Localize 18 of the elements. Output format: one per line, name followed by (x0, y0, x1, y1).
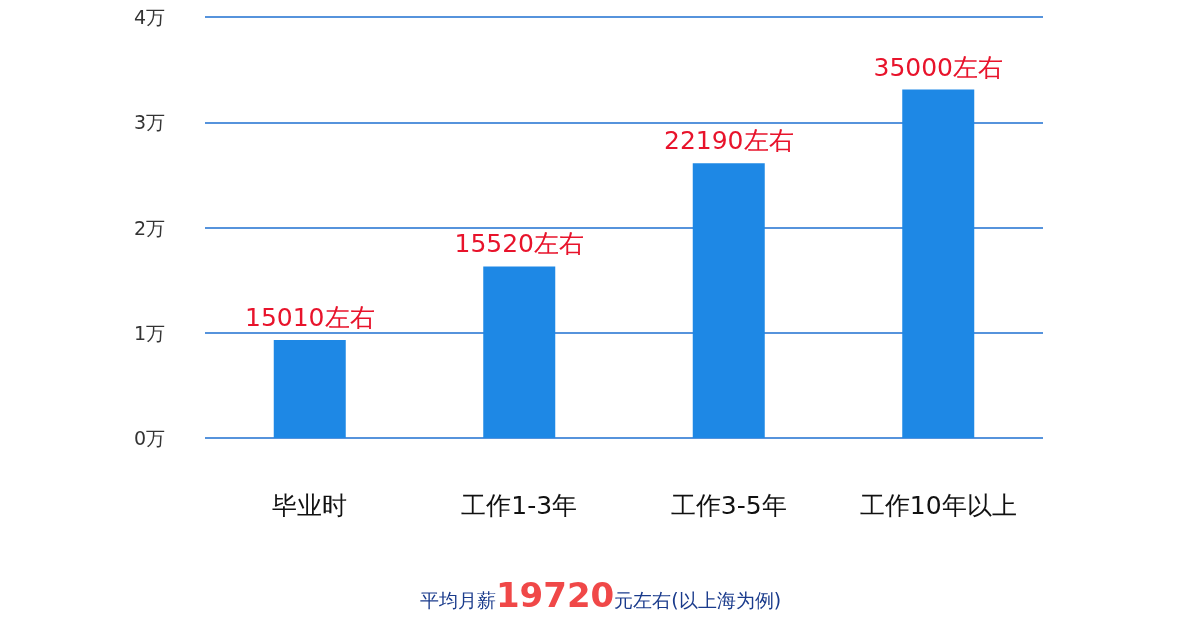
text: 平均月薪19720元左右(以上海为例) (419, 575, 782, 615)
x-tick-label: 工作3-5年 (670, 491, 787, 520)
bar (483, 266, 556, 438)
annotation: 35000左右 (873, 52, 1004, 82)
y-tick-label: 2万 (133, 216, 165, 239)
annotation: 22190左右 (663, 126, 794, 156)
y-tick-label: 0万 (133, 427, 165, 449)
annotation: 15010左右 (244, 303, 375, 333)
y-tick-label: 4万 (133, 6, 165, 28)
y-tick-label: 1万 (133, 321, 165, 344)
bar (273, 340, 346, 438)
x-tick-label: 毕业时 (272, 491, 348, 520)
x-tick-label: 工作1-3年 (461, 491, 578, 520)
x-tick-label: 工作10年以上 (859, 491, 1017, 520)
y-tick-label: 3万 (133, 111, 165, 134)
bar (692, 163, 765, 438)
annotation: 15520左右 (454, 229, 585, 259)
bar (902, 89, 975, 438)
